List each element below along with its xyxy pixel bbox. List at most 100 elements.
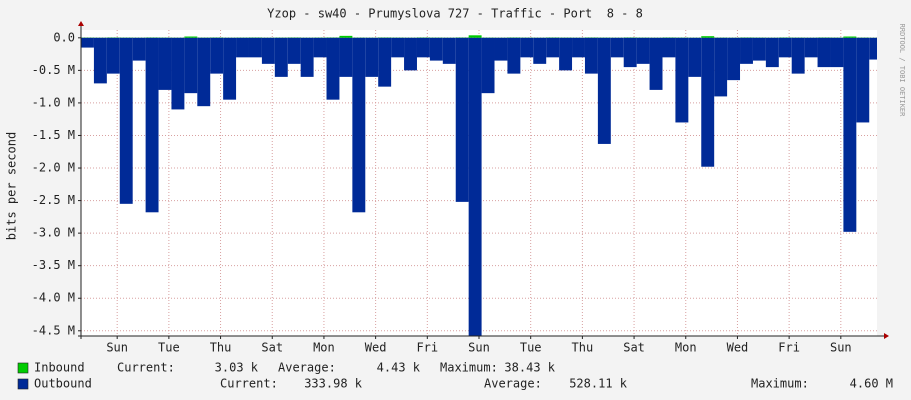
legend-label: Outbound — [34, 377, 92, 391]
legend-stat-value: 528.11 k — [569, 377, 628, 391]
area-step — [106, 37, 120, 74]
area-step — [701, 36, 715, 38]
legend-stat-value: 38.43 k — [504, 361, 555, 375]
x-tick-label: Sun — [106, 341, 128, 355]
watermark: RRDTOOL / TOBI OETIKER — [898, 24, 906, 118]
x-tick-label: Sat — [261, 341, 283, 355]
area-step — [559, 37, 573, 71]
area-step — [261, 37, 275, 64]
area-step — [145, 37, 159, 213]
area-step — [675, 37, 689, 123]
area-step — [856, 37, 870, 123]
x-tick-label: Thu — [210, 341, 232, 355]
area-step — [248, 37, 262, 58]
y-tick-label: -2.0 M — [32, 161, 75, 175]
area-step — [533, 37, 547, 64]
legend-stat-value: 333.98 k — [304, 377, 363, 391]
area-step — [93, 37, 107, 84]
area-step — [572, 37, 585, 58]
x-tick-label: Mon — [313, 341, 335, 355]
y-tick-label: -3.5 M — [32, 258, 75, 272]
area-step — [158, 37, 172, 90]
area-step — [662, 37, 676, 58]
area-step — [468, 37, 482, 336]
area-step — [636, 37, 650, 64]
area-step — [442, 37, 456, 64]
y-tick-label: -2.5 M — [32, 193, 75, 207]
area-step — [843, 36, 857, 38]
area-step — [817, 37, 831, 68]
area-step — [520, 37, 534, 58]
area-step — [287, 37, 301, 64]
legend-label: Inbound — [34, 361, 85, 375]
area-step — [701, 37, 715, 167]
y-tick-label: -4.5 M — [32, 323, 75, 337]
legend-stat-label: Maximum: — [751, 377, 809, 391]
legend-stat-label: Current: — [220, 377, 278, 391]
area-step — [869, 37, 877, 60]
area-step — [81, 37, 94, 48]
area-step — [688, 37, 702, 77]
area-step — [132, 37, 146, 61]
area-step — [404, 37, 417, 71]
area-step — [468, 35, 482, 38]
x-tick-label: Fri — [416, 341, 438, 355]
area-step — [339, 37, 353, 77]
area-step — [365, 37, 379, 77]
y-tick-label: -1.0 M — [32, 95, 75, 109]
y-tick-label: -1.5 M — [32, 128, 75, 142]
area-step — [765, 37, 779, 68]
area-step — [494, 37, 508, 61]
area-step — [623, 37, 637, 68]
x-tick-label: Mon — [675, 341, 697, 355]
x-tick-label: Tue — [520, 341, 542, 355]
area-step — [223, 37, 237, 100]
y-axis-arrow — [78, 21, 84, 26]
area-step — [714, 37, 728, 97]
area-step — [326, 37, 340, 100]
x-tick-label: Wed — [365, 341, 387, 355]
area-step — [416, 37, 430, 58]
x-tick-label: Wed — [727, 341, 749, 355]
area-step — [236, 37, 249, 58]
area-step — [339, 35, 353, 38]
area-step — [455, 37, 469, 202]
area-step — [391, 37, 405, 58]
area-step — [740, 37, 753, 64]
y-tick-label: 0.0 — [53, 30, 75, 44]
area-step — [119, 37, 133, 204]
x-tick-label: Sun — [830, 341, 852, 355]
area-step — [171, 37, 185, 110]
y-tick-label: -4.0 M — [32, 291, 75, 305]
x-tick-label: Tue — [158, 341, 180, 355]
legend-stat-label: Maximum: — [440, 361, 498, 375]
area-step — [300, 37, 314, 77]
area-step — [791, 37, 805, 74]
x-tick-label: Sat — [623, 341, 645, 355]
area-step — [830, 37, 844, 68]
area-step — [197, 37, 211, 107]
area-step — [584, 37, 598, 74]
area-step — [313, 37, 327, 58]
area-step — [752, 37, 766, 61]
y-axis-label: bits per second — [5, 132, 19, 240]
legend-stat-label: Average: — [278, 361, 336, 375]
area-step — [546, 37, 560, 58]
area-step — [378, 37, 392, 87]
legend-swatch — [17, 362, 29, 374]
area-step — [727, 37, 741, 81]
area-step — [184, 37, 198, 94]
area-step — [481, 37, 495, 94]
area-step — [274, 37, 288, 77]
legend-stat-value: 3.03 k — [215, 361, 259, 375]
x-tick-label: Thu — [572, 341, 594, 355]
area-step — [804, 37, 818, 58]
x-tick-label: Fri — [778, 341, 800, 355]
legend-stat-value: 4.43 k — [377, 361, 421, 375]
legend-stat-label: Current: — [117, 361, 175, 375]
y-tick-label: -0.5 M — [32, 63, 75, 77]
legend-stat-label: Average: — [484, 377, 542, 391]
area-step — [210, 37, 224, 74]
area-step — [184, 36, 198, 38]
area-step — [597, 37, 611, 144]
